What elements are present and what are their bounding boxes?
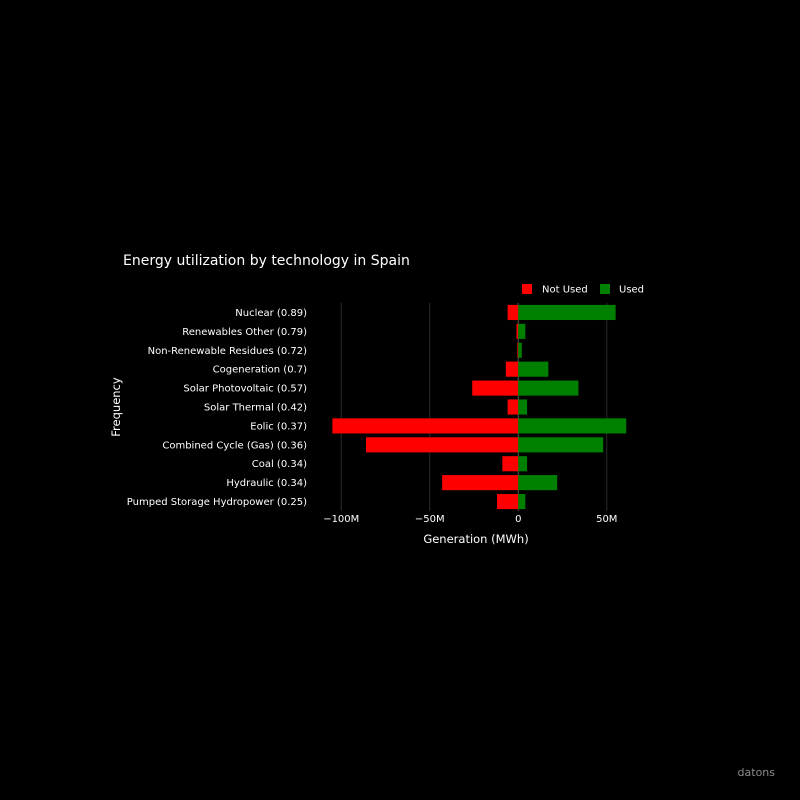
x-tick-label: 50M [596, 514, 617, 525]
y-tick-label-coal-0-34: Coal (0.34) [252, 459, 307, 470]
y-tick-label-combined-cycle-gas-0-36: Combined Cycle (Gas) (0.36) [162, 440, 307, 451]
bar-used-cogeneration-0-7[interactable] [518, 361, 549, 377]
bars [332, 304, 627, 510]
bar-used-hydraulic-0-34[interactable] [518, 475, 558, 491]
bar-not-used-pumped-storage-hydropower-0-25[interactable] [497, 493, 519, 510]
bar-not-used-combined-cycle-gas-0-36[interactable] [366, 437, 519, 453]
bar-used-non-renewable-residues-0-72[interactable] [518, 342, 522, 358]
y-tick-label-hydraulic-0-34: Hydraulic (0.34) [226, 478, 307, 489]
bar-not-used-eolic-0-37[interactable] [332, 418, 519, 434]
y-tick-label-nuclear-0-89: Nuclear (0.89) [235, 308, 307, 319]
bar-not-used-coal-0-34[interactable] [502, 456, 519, 472]
y-tick-label-solar-photovoltaic-0-57: Solar Photovoltaic (0.57) [183, 384, 307, 395]
legend-swatch-not-used [522, 284, 532, 294]
bar-not-used-cogeneration-0-7[interactable] [505, 361, 519, 377]
bar-not-used-nuclear-0-89[interactable] [507, 304, 519, 321]
y-tick-label-cogeneration-0-7: Cogeneration (0.7) [213, 365, 307, 376]
bar-not-used-non-renewable-residues-0-72[interactable] [517, 342, 519, 358]
bar-used-combined-cycle-gas-0-36[interactable] [518, 437, 604, 453]
legend-label-used: Used [619, 285, 644, 296]
y-tick-label-pumped-storage-hydropower-0-25: Pumped Storage Hydropower (0.25) [127, 497, 307, 508]
watermark: datons [738, 766, 776, 779]
bar-not-used-hydraulic-0-34[interactable] [442, 475, 519, 491]
bar-not-used-renewables-other-0-79[interactable] [516, 323, 519, 339]
x-tick-label: −100M [323, 514, 359, 525]
bar-used-coal-0-34[interactable] [518, 456, 528, 472]
x-tick-labels: −100M −50M 0 50M [323, 514, 617, 525]
y-tick-label-non-renewable-residues-0-72: Non-Renewable Residues (0.72) [148, 346, 307, 357]
bar-used-solar-photovoltaic-0-57[interactable] [518, 380, 579, 396]
bar-used-eolic-0-37[interactable] [518, 418, 627, 434]
x-axis-label: Generation (MWh) [423, 532, 528, 546]
bar-not-used-solar-thermal-0-42[interactable] [507, 399, 519, 415]
y-tick-label-renewables-other-0-79: Renewables Other (0.79) [182, 327, 307, 338]
legend-swatch-used [600, 284, 610, 294]
bar-used-pumped-storage-hydropower-0-25[interactable] [518, 493, 526, 510]
y-tick-label-eolic-0-37: Eolic (0.37) [250, 421, 307, 432]
chart-title: Energy utilization by technology in Spai… [123, 253, 410, 269]
y-axis-label: Frequency [109, 377, 123, 437]
x-tick-label: −50M [415, 514, 445, 525]
y-tick-label-solar-thermal-0-42: Solar Thermal (0.42) [204, 403, 307, 414]
bar-used-renewables-other-0-79[interactable] [518, 323, 526, 339]
legend-item-used[interactable]: Used [600, 284, 644, 296]
x-tick-label: 0 [515, 514, 521, 525]
bar-not-used-solar-photovoltaic-0-57[interactable] [472, 380, 519, 396]
legend-label-not-used: Not Used [542, 285, 588, 296]
bar-used-solar-thermal-0-42[interactable] [518, 399, 528, 415]
y-tick-labels: Nuclear (0.89) Renewables Other (0.79) Non… [127, 308, 307, 508]
legend-item-not-used[interactable]: Not Used [522, 284, 588, 296]
legend: Not Used Used [522, 284, 644, 296]
bar-used-nuclear-0-89[interactable] [518, 304, 616, 321]
